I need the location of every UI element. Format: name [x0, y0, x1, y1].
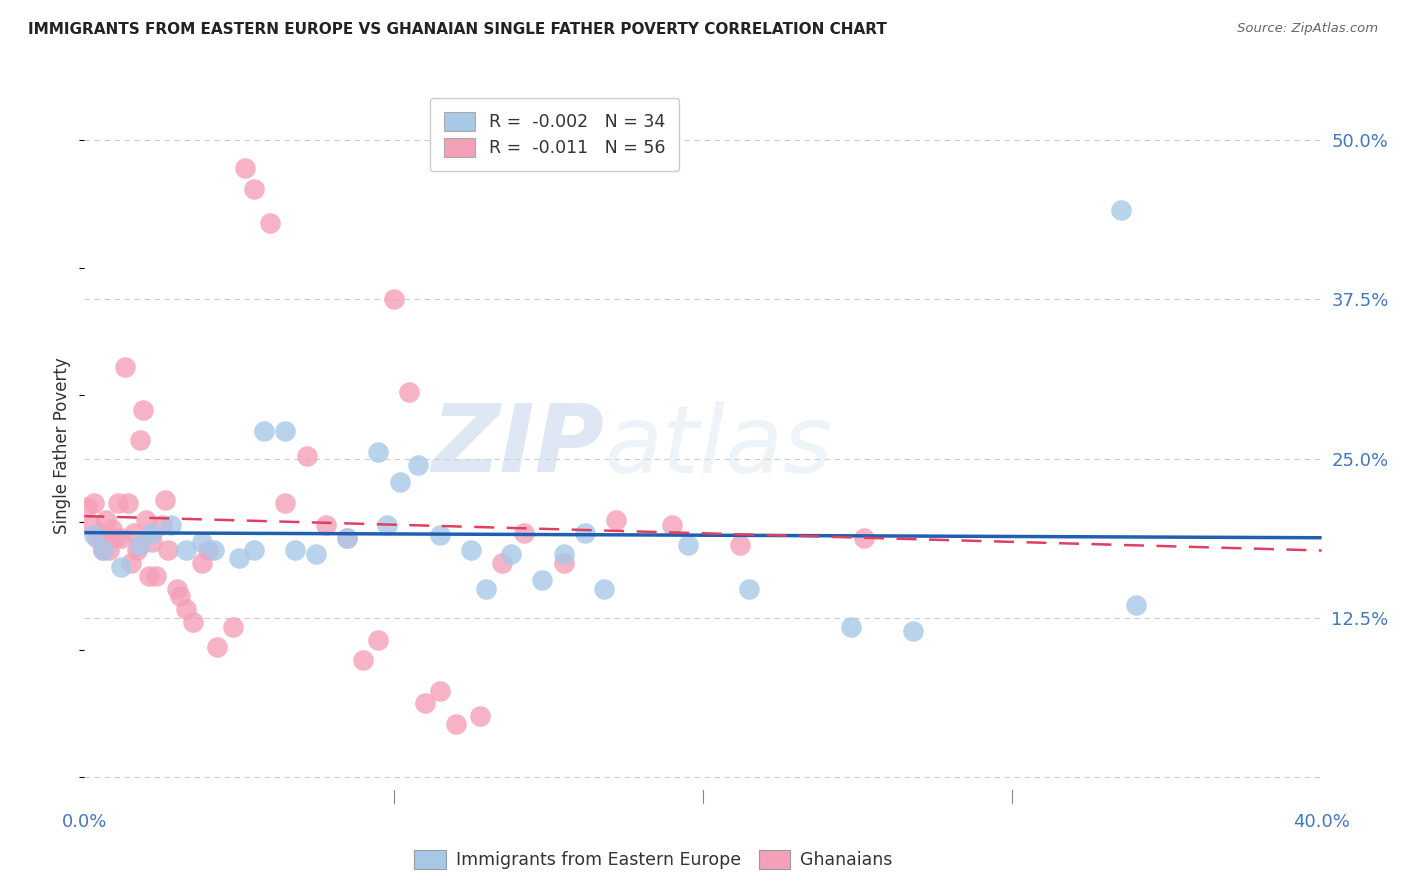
- Point: [1125, 599, 1147, 613]
- Point: [91, 543, 114, 558]
- Point: [408, 458, 430, 472]
- Point: [222, 620, 245, 634]
- Point: [79, 518, 101, 533]
- Point: [388, 475, 411, 489]
- Point: [367, 445, 389, 459]
- Point: [377, 518, 399, 533]
- Point: [382, 293, 405, 307]
- Point: [197, 543, 219, 558]
- Point: [191, 534, 214, 549]
- Point: [738, 582, 761, 596]
- Point: [176, 543, 198, 558]
- Point: [104, 531, 127, 545]
- Point: [129, 433, 152, 447]
- Point: [460, 543, 482, 558]
- Point: [259, 216, 281, 230]
- Point: [413, 697, 436, 711]
- Point: [110, 560, 132, 574]
- Point: [141, 534, 163, 549]
- Point: [145, 569, 167, 583]
- Point: [156, 543, 179, 558]
- Point: [429, 683, 451, 698]
- Point: [83, 496, 105, 510]
- Point: [228, 551, 250, 566]
- Point: [429, 528, 451, 542]
- Point: [284, 543, 307, 558]
- Point: [83, 528, 105, 542]
- Point: [101, 522, 124, 536]
- Point: [470, 709, 492, 723]
- Point: [512, 525, 534, 540]
- Point: [501, 547, 523, 561]
- Point: [841, 620, 863, 634]
- Point: [531, 573, 554, 587]
- Point: [150, 518, 173, 533]
- Point: [852, 531, 875, 545]
- Text: ZIP: ZIP: [432, 400, 605, 492]
- Point: [91, 543, 114, 558]
- Point: [295, 449, 318, 463]
- Point: [107, 496, 129, 510]
- Point: [141, 525, 163, 540]
- Point: [574, 525, 596, 540]
- Y-axis label: Single Father Poverty: Single Father Poverty: [53, 358, 72, 534]
- Legend: Immigrants from Eastern Europe, Ghanaians: Immigrants from Eastern Europe, Ghanaian…: [408, 843, 900, 876]
- Text: atlas: atlas: [605, 401, 832, 491]
- Point: [336, 531, 359, 545]
- Point: [117, 496, 139, 510]
- Point: [110, 531, 132, 545]
- Point: [274, 424, 297, 438]
- Point: [243, 543, 266, 558]
- Point: [367, 632, 389, 647]
- Point: [728, 538, 751, 552]
- Point: [86, 531, 108, 545]
- Point: [135, 513, 157, 527]
- Point: [243, 181, 266, 195]
- Point: [181, 615, 204, 629]
- Point: [207, 640, 229, 655]
- Point: [132, 403, 155, 417]
- Point: [274, 496, 297, 510]
- Point: [176, 602, 198, 616]
- Point: [491, 556, 513, 570]
- Point: [253, 424, 276, 438]
- Point: [676, 538, 699, 552]
- Point: [553, 547, 575, 561]
- Point: [98, 543, 121, 558]
- Point: [169, 590, 191, 604]
- Point: [398, 385, 420, 400]
- Point: [89, 525, 111, 540]
- Point: [166, 582, 188, 596]
- Point: [352, 653, 374, 667]
- Point: [661, 518, 683, 533]
- Point: [94, 513, 117, 527]
- Point: [153, 492, 176, 507]
- Point: [553, 556, 575, 570]
- Point: [475, 582, 498, 596]
- Point: [593, 582, 616, 596]
- Point: [76, 500, 98, 515]
- Point: [125, 543, 148, 558]
- Point: [336, 531, 359, 545]
- Point: [191, 556, 214, 570]
- Text: IMMIGRANTS FROM EASTERN EUROPE VS GHANAIAN SINGLE FATHER POVERTY CORRELATION CHA: IMMIGRANTS FROM EASTERN EUROPE VS GHANAI…: [28, 22, 887, 37]
- Point: [1109, 203, 1132, 218]
- Point: [605, 513, 627, 527]
- Point: [202, 543, 225, 558]
- Text: Source: ZipAtlas.com: Source: ZipAtlas.com: [1237, 22, 1378, 36]
- Point: [315, 518, 337, 533]
- Point: [444, 716, 467, 731]
- Point: [114, 359, 136, 374]
- Point: [233, 161, 256, 176]
- Point: [903, 624, 925, 638]
- Point: [122, 525, 145, 540]
- Point: [129, 538, 152, 552]
- Point: [160, 518, 183, 533]
- Point: [138, 569, 160, 583]
- Point: [305, 547, 328, 561]
- Point: [120, 556, 142, 570]
